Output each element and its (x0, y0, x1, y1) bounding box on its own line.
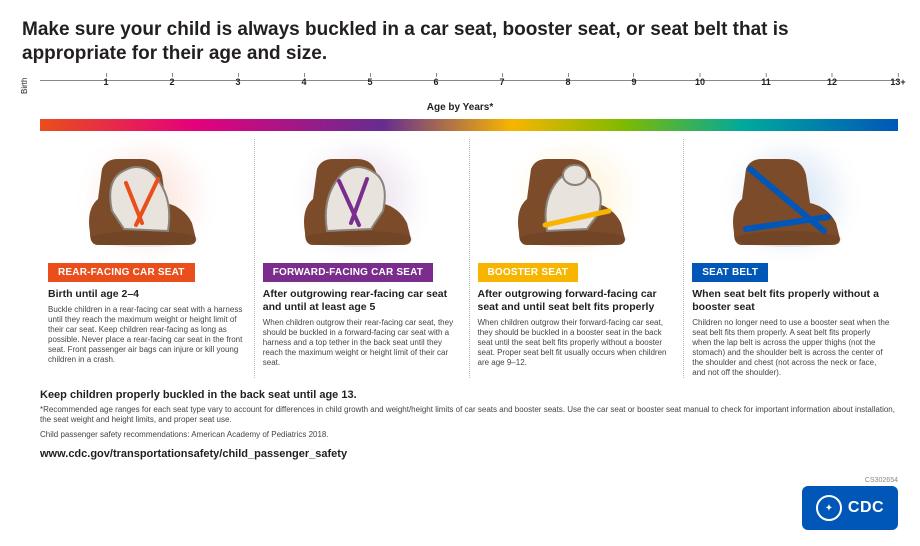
doc-id: CS302654 (865, 477, 898, 484)
panel-pill: REAR-FACING CAR SEAT (48, 263, 195, 282)
axis-tick: 3 (235, 77, 240, 87)
axis-tick: 6 (433, 77, 438, 87)
footer-source: Child passenger safety recommendations: … (40, 430, 898, 441)
panel-body: Buckle children in a rear-facing car sea… (48, 305, 246, 365)
cdc-label: CDC (848, 499, 884, 517)
page-headline: Make sure your child is always buckled i… (22, 18, 802, 66)
axis-start-label: Birth (20, 77, 29, 93)
footer-url: www.cdc.gov/transportationsafety/child_p… (40, 447, 898, 462)
panel-pill: BOOSTER SEAT (478, 263, 579, 282)
panel-pill: SEAT BELT (692, 263, 768, 282)
axis-tick: 7 (499, 77, 504, 87)
axis-tick: 10 (695, 77, 705, 87)
axis-tick: 1 (103, 77, 108, 87)
panel-subtitle: After outgrowing forward-facing car seat… (478, 288, 676, 314)
axis-tick: 2 (169, 77, 174, 87)
panel-booster: BOOSTER SEAT After outgrowing forward-fa… (470, 139, 685, 378)
panel-subtitle: When seat belt fits properly without a b… (692, 288, 890, 314)
axis-tick: 4 (301, 77, 306, 87)
axis-tick: 13+ (890, 77, 905, 87)
panel-subtitle: After outgrowing rear-facing car seat an… (263, 288, 461, 314)
panel-body: Children no longer need to use a booster… (692, 318, 890, 378)
axis-tick: 5 (367, 77, 372, 87)
seat-illustration (263, 139, 461, 257)
panel-body: When children outgrow their forward-faci… (478, 318, 676, 368)
seat-illustration (48, 139, 246, 257)
axis-tick: 9 (631, 77, 636, 87)
panel-forward: FORWARD-FACING CAR SEAT After outgrowing… (255, 139, 470, 378)
axis-tick: 8 (565, 77, 570, 87)
footer-keep-buckled: Keep children properly buckled in the ba… (40, 388, 898, 403)
panel-subtitle: Birth until age 2–4 (48, 288, 246, 301)
footer-note: *Recommended age ranges for each seat ty… (40, 405, 898, 427)
axis-tick: 12 (827, 77, 837, 87)
panel-body: When children outgrow their rear-facing … (263, 318, 461, 368)
panel-pill: FORWARD-FACING CAR SEAT (263, 263, 433, 282)
axis-tick: 11 (761, 77, 771, 87)
seat-panels: REAR-FACING CAR SEAT Birth until age 2–4… (40, 139, 898, 378)
hhs-seal-icon: ✦ (816, 495, 842, 521)
seat-illustration (478, 139, 676, 257)
cdc-badge: ✦ CDC (802, 486, 898, 530)
axis-caption: Age by Years* (22, 102, 898, 113)
age-gradient-bar (40, 119, 898, 131)
footer: Keep children properly buckled in the ba… (40, 388, 898, 462)
age-axis: Birth 12345678910111213+ (22, 80, 898, 98)
panel-rear: REAR-FACING CAR SEAT Birth until age 2–4… (40, 139, 255, 378)
panel-belt: SEAT BELT When seat belt fits properly w… (684, 139, 898, 378)
seat-illustration (692, 139, 890, 257)
